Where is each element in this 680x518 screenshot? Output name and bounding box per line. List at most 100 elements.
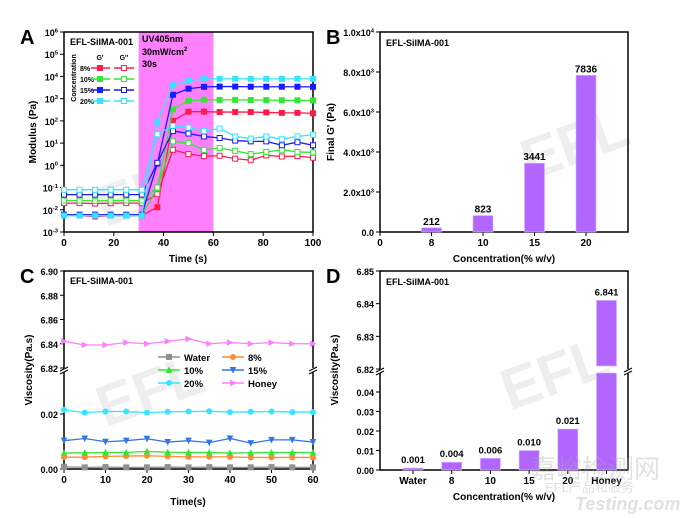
data-point: [164, 408, 171, 415]
x-tick-label: 20: [108, 238, 120, 249]
data-point: [268, 464, 275, 471]
data-point-gdoubleprime: [278, 142, 285, 149]
y-tick-label: 0.02: [40, 410, 58, 420]
legend-label: 15%: [80, 88, 95, 95]
data-point: [227, 464, 233, 471]
panel-a-series: [61, 75, 316, 220]
watermark-en: Testing.com: [575, 494, 680, 514]
panel-c-xlabel: Time(s): [170, 497, 205, 508]
data-point-gdoubleprime: [123, 197, 130, 204]
legend-header-g-loss: G'': [120, 55, 129, 62]
panel-c: 0 10 20 30 40 50 60 6.82 6.84 6.86 6.88 6.90 0.00 0.0…: [24, 267, 319, 508]
data-point: [185, 408, 192, 415]
data-point-gprime: [201, 83, 208, 90]
panel-a-axes: 0 20 40 60 80 100 10-3 10-2 10-1 100 101 102 103 104 1…: [43, 28, 322, 249]
legend-label: Honey: [248, 379, 278, 390]
panel-a-xlabel: Time (s): [169, 254, 207, 265]
data-point-gprime: [310, 75, 316, 82]
data-point: [289, 409, 296, 416]
legend-label: Water: [184, 353, 210, 364]
data-point: [206, 340, 213, 348]
x-tick-label: 10: [477, 238, 489, 249]
data-point-gdoubleprime: [247, 157, 254, 164]
data-point: [144, 464, 150, 471]
legend-label: 15%: [248, 366, 268, 377]
bar-20: [575, 74, 597, 233]
legend-marker-gdoubleprime: [121, 98, 127, 104]
y-tick-label: 0.00: [40, 465, 58, 475]
y-tick-label: 4.0x103: [343, 148, 375, 158]
data-point-gprime: [247, 97, 254, 104]
data-point-gprime: [263, 97, 270, 104]
y-tick-label: 105: [45, 50, 59, 60]
bar-20: [557, 428, 579, 471]
data-point-gprime: [216, 96, 223, 103]
data-point: [227, 339, 234, 346]
x-tick-label: 8: [449, 476, 455, 487]
data-point: [123, 408, 130, 415]
panel-letter-d: D: [326, 266, 340, 288]
data-point-gprime: [232, 75, 239, 82]
x-tick-label: Water: [399, 476, 427, 487]
data-point-gdoubleprime: [201, 146, 208, 153]
data-point: [143, 447, 151, 455]
data-point: [61, 463, 67, 470]
x-tick-label: 30: [183, 475, 195, 486]
legend-marker-gprime: [97, 87, 103, 93]
legend-marker-gdoubleprime: [121, 65, 127, 71]
y-tick-label: 0.03: [356, 408, 374, 418]
x-tick-label: 0: [61, 238, 67, 249]
bar-8: [421, 227, 442, 233]
data-point-gdoubleprime: [76, 186, 83, 193]
data-point-gdoubleprime: [201, 128, 208, 135]
data-point: [122, 437, 130, 445]
axis-break-mark: [375, 370, 385, 376]
plot-frame: [379, 31, 629, 233]
data-point-gdoubleprime: [263, 148, 270, 155]
axis-break-mark: [308, 366, 318, 372]
axis-break-mark: [308, 369, 318, 375]
data-point-gdoubleprime: [154, 191, 161, 198]
data-point: [81, 409, 88, 416]
y-tick-label: 6.86: [40, 316, 58, 326]
data-point-gprime: [294, 109, 301, 116]
data-point-gprime: [247, 109, 254, 116]
y-tick-label: 6.84: [356, 300, 374, 310]
y-tick-label: 10-3: [43, 228, 59, 238]
x-tick-label: 8: [429, 238, 435, 249]
data-point-gdoubleprime: [169, 122, 176, 129]
axis-break-gap: [60, 368, 68, 372]
panel-letter-b: B: [326, 27, 340, 49]
data-point: [309, 439, 317, 446]
data-point-gprime: [185, 108, 192, 115]
legend-marker-gdoubleprime: [121, 76, 127, 82]
x-tick-label: 0: [61, 475, 67, 486]
panel-c-title: EFL-SilMA-001: [70, 276, 133, 286]
panel-a: 0 20 40 60 80 100 10-3 10-2 10-1 100 101 102 103 104 1…: [28, 28, 322, 265]
data-point: [310, 340, 317, 348]
data-point-gdoubleprime: [216, 145, 223, 152]
panel-b: 0 8 10 15 20 0.0 2.0x103 4.0x103 6.0x103 8.0x103 1…: [326, 28, 629, 265]
data-point: [206, 464, 213, 471]
data-point-gprime: [216, 109, 223, 116]
y-tick-label: 6.0x103: [343, 108, 375, 118]
data-point-gprime: [232, 83, 239, 90]
data-point-gdoubleprime: [278, 153, 285, 160]
data-point-gdoubleprime: [201, 153, 208, 160]
data-point-gdoubleprime: [169, 138, 176, 145]
data-point: [288, 436, 296, 444]
y-tick-label: 103: [45, 95, 59, 105]
data-point-gprime: [169, 82, 176, 89]
data-point-gprime: [61, 212, 67, 219]
y-tick-label: 0.0: [361, 228, 374, 238]
x-tick-label: 20: [141, 475, 153, 486]
data-point: [289, 464, 296, 471]
data-point-gdoubleprime: [107, 186, 114, 193]
bar-value-label: 0.004: [440, 449, 464, 460]
data-point-gprime: [310, 110, 316, 117]
x-tick-label: 15: [524, 476, 536, 487]
watermark-cn-service: EFL产品和服务: [545, 480, 634, 495]
data-point-gdoubleprime: [185, 124, 192, 131]
data-point-gdoubleprime: [138, 186, 145, 193]
data-point-gdoubleprime: [92, 186, 99, 193]
